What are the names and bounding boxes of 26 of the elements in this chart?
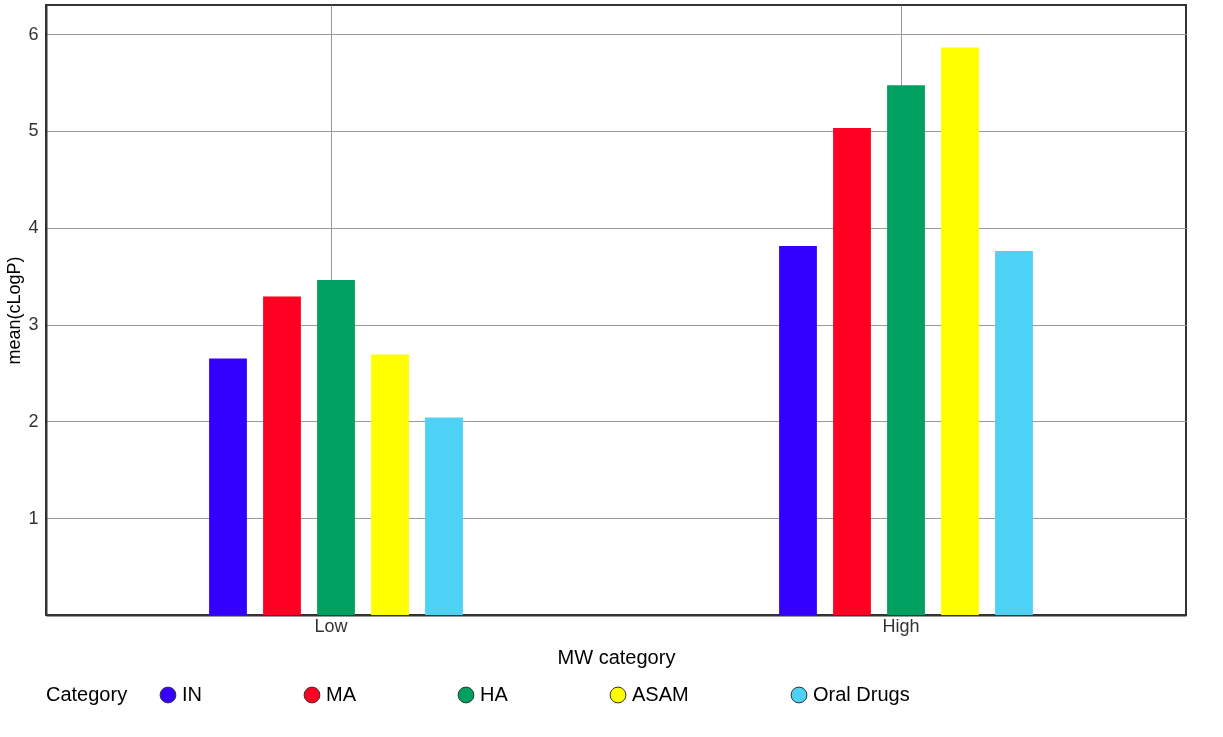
legend-title: Category xyxy=(46,683,128,705)
legend-label: IN xyxy=(182,683,202,705)
x-axis-title: MW category xyxy=(557,645,676,668)
y-axis-title: mean(cLogP) xyxy=(4,256,25,365)
bar xyxy=(263,296,301,615)
bar xyxy=(887,85,925,615)
y-tick-label: 5 xyxy=(28,120,39,141)
bar xyxy=(941,47,979,615)
bar xyxy=(425,417,463,615)
legend-label: ASAM xyxy=(632,683,689,705)
bar xyxy=(209,358,247,615)
bar xyxy=(317,279,355,615)
bar xyxy=(371,354,409,615)
bar xyxy=(833,127,871,615)
y-tick-label: 6 xyxy=(28,23,39,44)
legend-label: HA xyxy=(480,683,509,705)
x-tick-label: High xyxy=(882,615,920,636)
x-tick-label: Low xyxy=(314,615,349,636)
y-tick-label: 1 xyxy=(28,507,39,528)
y-tick-label: 2 xyxy=(28,410,39,431)
y-tick-label: 3 xyxy=(28,314,39,335)
y-tick-label: 4 xyxy=(28,217,39,238)
legend-label: Oral Drugs xyxy=(813,683,910,705)
legend-label: MA xyxy=(326,683,357,705)
bar xyxy=(779,246,817,615)
bar xyxy=(995,250,1033,615)
